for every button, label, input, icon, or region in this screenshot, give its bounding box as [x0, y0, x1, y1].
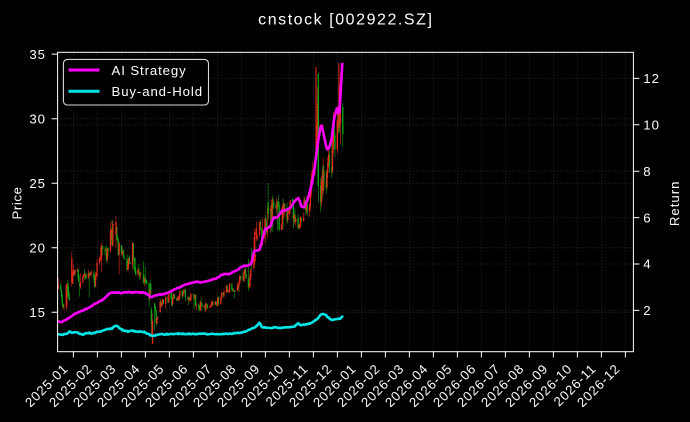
svg-text:6: 6	[643, 210, 651, 225]
svg-text:20: 20	[29, 241, 46, 256]
svg-text:2: 2	[643, 303, 651, 318]
svg-text:10: 10	[643, 118, 660, 133]
svg-text:15: 15	[29, 305, 46, 320]
svg-text:30: 30	[29, 111, 46, 126]
svg-text:25: 25	[29, 176, 46, 191]
svg-text:Return: Return	[667, 181, 682, 227]
svg-text:12: 12	[643, 71, 660, 86]
svg-text:8: 8	[643, 164, 651, 179]
svg-text:AI Strategy: AI Strategy	[112, 63, 187, 78]
svg-text:4: 4	[643, 257, 651, 272]
svg-text:Buy-and-Hold: Buy-and-Hold	[112, 84, 203, 99]
svg-text:Price: Price	[9, 186, 24, 219]
svg-text:35: 35	[29, 47, 46, 62]
svg-text:cnstock [002922.SZ]: cnstock [002922.SZ]	[258, 11, 433, 28]
